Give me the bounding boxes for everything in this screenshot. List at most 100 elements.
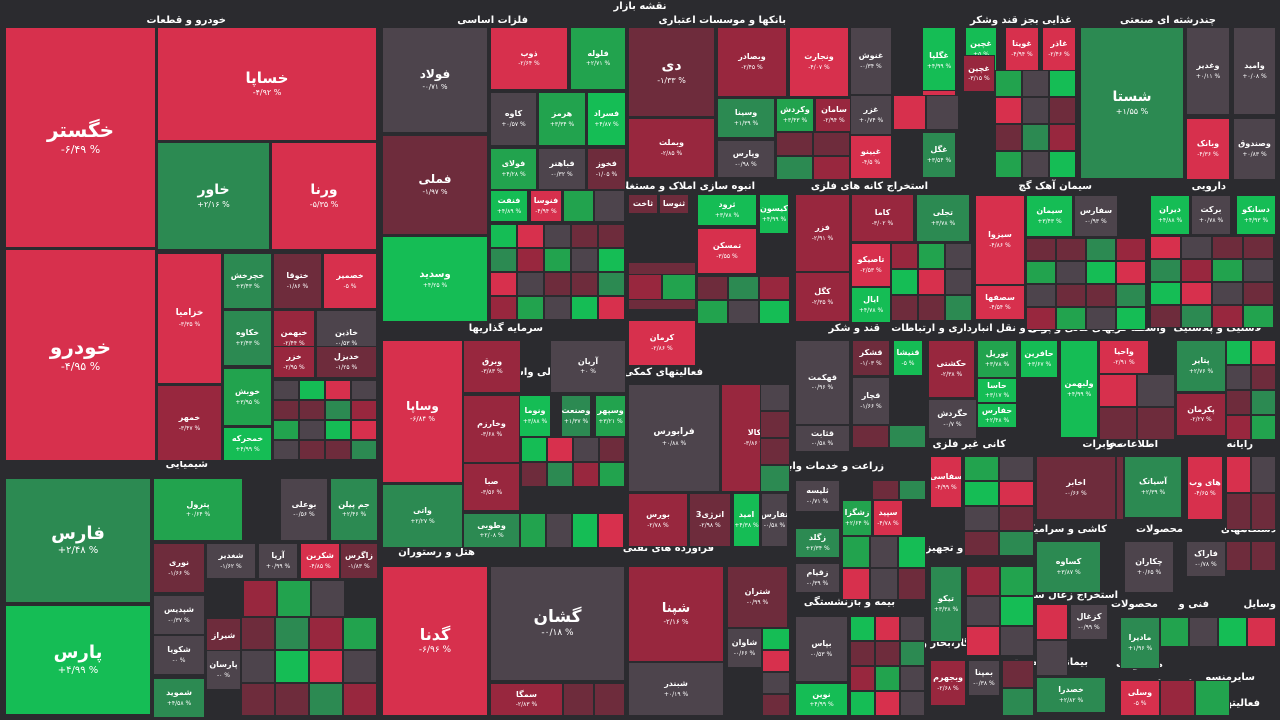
- small-stock-tile[interactable]: [546, 513, 572, 548]
- stock-tile[interactable]: غنوش -۰/۳۴ %: [850, 27, 892, 95]
- small-stock-tile[interactable]: [521, 462, 547, 487]
- stock-tile[interactable]: فسراد +۴/۸۷ %: [587, 92, 626, 146]
- stock-tile[interactable]: شاوان -۰/۶۶ %: [727, 628, 762, 668]
- small-stock-tile[interactable]: [1137, 374, 1175, 407]
- small-stock-tile[interactable]: [599, 462, 625, 487]
- stock-tile[interactable]: بورس -۲/۷۸ %: [628, 493, 688, 547]
- small-stock-tile[interactable]: [1243, 305, 1274, 328]
- small-stock-tile[interactable]: [964, 531, 999, 556]
- stock-tile[interactable]: خوبش +۳/۹۵ %: [223, 368, 272, 426]
- small-stock-tile[interactable]: [544, 248, 571, 272]
- small-stock-tile[interactable]: [1243, 282, 1274, 305]
- stock-tile[interactable]: شپدیس -۰/۳۷ %: [153, 595, 205, 635]
- small-stock-tile[interactable]: [813, 132, 850, 156]
- stock-tile[interactable]: تمسکن -۳/۵۵ %: [697, 228, 757, 274]
- small-stock-tile[interactable]: [351, 400, 377, 420]
- small-stock-tile[interactable]: [1251, 340, 1276, 365]
- small-stock-tile[interactable]: [1049, 97, 1076, 124]
- stock-tile[interactable]: ثرود +۳/۷۸ %: [697, 194, 757, 226]
- stock-tile[interactable]: ثلیسه -۰/۷۱ %: [795, 480, 840, 512]
- small-stock-tile[interactable]: [999, 456, 1034, 481]
- small-stock-tile[interactable]: [760, 465, 790, 492]
- stock-tile[interactable]: سامان -۲/۹۴ %: [815, 98, 853, 132]
- small-stock-tile[interactable]: [1086, 284, 1116, 307]
- small-stock-tile[interactable]: [1116, 284, 1146, 307]
- small-stock-tile[interactable]: [1036, 640, 1068, 676]
- small-stock-tile[interactable]: [1226, 493, 1251, 530]
- stock-tile[interactable]: نوری -۱/۶۶ %: [153, 543, 205, 593]
- small-stock-tile[interactable]: [1251, 390, 1276, 415]
- small-stock-tile[interactable]: [1160, 617, 1189, 647]
- stock-tile[interactable]: خصمیر -۵ %: [323, 253, 377, 309]
- small-stock-tile[interactable]: [1002, 660, 1034, 688]
- small-stock-tile[interactable]: [299, 400, 325, 420]
- small-stock-tile[interactable]: [1049, 151, 1076, 178]
- stock-tile[interactable]: شتران -۰/۹۹ %: [727, 566, 788, 628]
- small-stock-tile[interactable]: [1036, 604, 1068, 640]
- small-stock-tile[interactable]: [325, 440, 351, 460]
- small-stock-tile[interactable]: [299, 440, 325, 460]
- small-stock-tile[interactable]: [490, 248, 517, 272]
- small-stock-tile[interactable]: [1086, 238, 1116, 261]
- stock-tile[interactable]: وبملت -۲/۸۵ %: [628, 118, 715, 178]
- small-stock-tile[interactable]: [309, 650, 343, 683]
- small-stock-tile[interactable]: [563, 683, 594, 716]
- stock-tile[interactable]: وسینا +۱/۳۹ %: [717, 98, 775, 138]
- small-stock-tile[interactable]: [520, 513, 546, 548]
- small-stock-tile[interactable]: [1181, 259, 1212, 282]
- small-stock-tile[interactable]: [241, 650, 275, 683]
- small-stock-tile[interactable]: [926, 95, 959, 130]
- small-stock-tile[interactable]: [759, 276, 790, 300]
- small-stock-tile[interactable]: [490, 224, 517, 248]
- stock-tile[interactable]: قچار -۱/۶۶ %: [852, 377, 890, 425]
- small-stock-tile[interactable]: [1000, 596, 1034, 626]
- small-stock-tile[interactable]: [1026, 261, 1056, 284]
- small-stock-tile[interactable]: [697, 300, 728, 324]
- small-stock-tile[interactable]: [850, 691, 875, 716]
- stock-tile[interactable]: خصدرا +۲/۸۲ %: [1036, 677, 1106, 713]
- stock-tile[interactable]: بپاس -۰/۵۳ %: [795, 616, 848, 682]
- stock-tile[interactable]: ونجارت -۴/۰۷ %: [789, 27, 849, 97]
- small-stock-tile[interactable]: [918, 269, 945, 295]
- small-stock-tile[interactable]: [598, 272, 625, 296]
- small-stock-tile[interactable]: [1226, 340, 1251, 365]
- stock-tile[interactable]: فزر -۲/۹۱ %: [795, 194, 850, 272]
- small-stock-tile[interactable]: [275, 683, 309, 716]
- stock-tile[interactable]: غگل +۳/۵۴ %: [922, 132, 956, 178]
- stock-tile[interactable]: حافرین +۳/۶۷ %: [1020, 340, 1058, 378]
- small-stock-tile[interactable]: [813, 156, 850, 180]
- small-stock-tile[interactable]: [1099, 407, 1137, 440]
- small-stock-tile[interactable]: [325, 380, 351, 400]
- small-stock-tile[interactable]: [760, 384, 790, 411]
- small-stock-tile[interactable]: [995, 70, 1022, 97]
- stock-tile[interactable]: شموید +۴/۵۸ %: [153, 678, 205, 718]
- small-stock-tile[interactable]: [945, 243, 972, 269]
- stock-tile[interactable]: گدنا -۶/۹۶ %: [382, 566, 488, 716]
- small-stock-tile[interactable]: [1195, 680, 1230, 716]
- stock-tile[interactable]: کگل -۲/۳۵ %: [795, 272, 850, 322]
- small-stock-tile[interactable]: [1150, 305, 1181, 328]
- stock-tile[interactable]: شیراز: [206, 618, 241, 654]
- stock-tile[interactable]: زشگزا +۲/۶۴ %: [842, 500, 872, 536]
- small-stock-tile[interactable]: [1150, 259, 1181, 282]
- small-stock-tile[interactable]: [900, 691, 925, 716]
- stock-tile[interactable]: سفارس -۰/۹۳ %: [1074, 195, 1118, 237]
- small-stock-tile[interactable]: [918, 243, 945, 269]
- stock-tile[interactable]: ولبهمن +۴/۹۹ %: [1060, 340, 1098, 438]
- stock-tile[interactable]: غگلپا +۴/۹۹ %: [922, 27, 956, 95]
- stock-tile[interactable]: امید +۴/۳۸ %: [733, 493, 760, 547]
- stock-tile[interactable]: آسیاتک +۲/۳۹ %: [1124, 456, 1182, 518]
- small-stock-tile[interactable]: [728, 300, 759, 324]
- small-stock-tile[interactable]: [273, 380, 299, 400]
- small-stock-tile[interactable]: [309, 617, 343, 650]
- stock-tile[interactable]: واتی +۲/۲۷ %: [382, 484, 463, 548]
- stock-tile[interactable]: وامید +۰/۰۸ %: [1233, 27, 1276, 115]
- stock-tile[interactable]: سپید -۴/۷۸ %: [873, 500, 903, 536]
- stock-tile[interactable]: سیزوا -۴/۸۶ %: [975, 195, 1025, 285]
- small-stock-tile[interactable]: [544, 272, 571, 296]
- small-stock-tile[interactable]: [1026, 238, 1056, 261]
- small-stock-tile[interactable]: [964, 481, 999, 506]
- stock-tile[interactable]: کساوه +۳/۸۷ %: [1036, 541, 1101, 593]
- small-stock-tile[interactable]: [1086, 307, 1116, 330]
- stock-tile[interactable]: خمهر -۳/۴۷ %: [157, 385, 222, 461]
